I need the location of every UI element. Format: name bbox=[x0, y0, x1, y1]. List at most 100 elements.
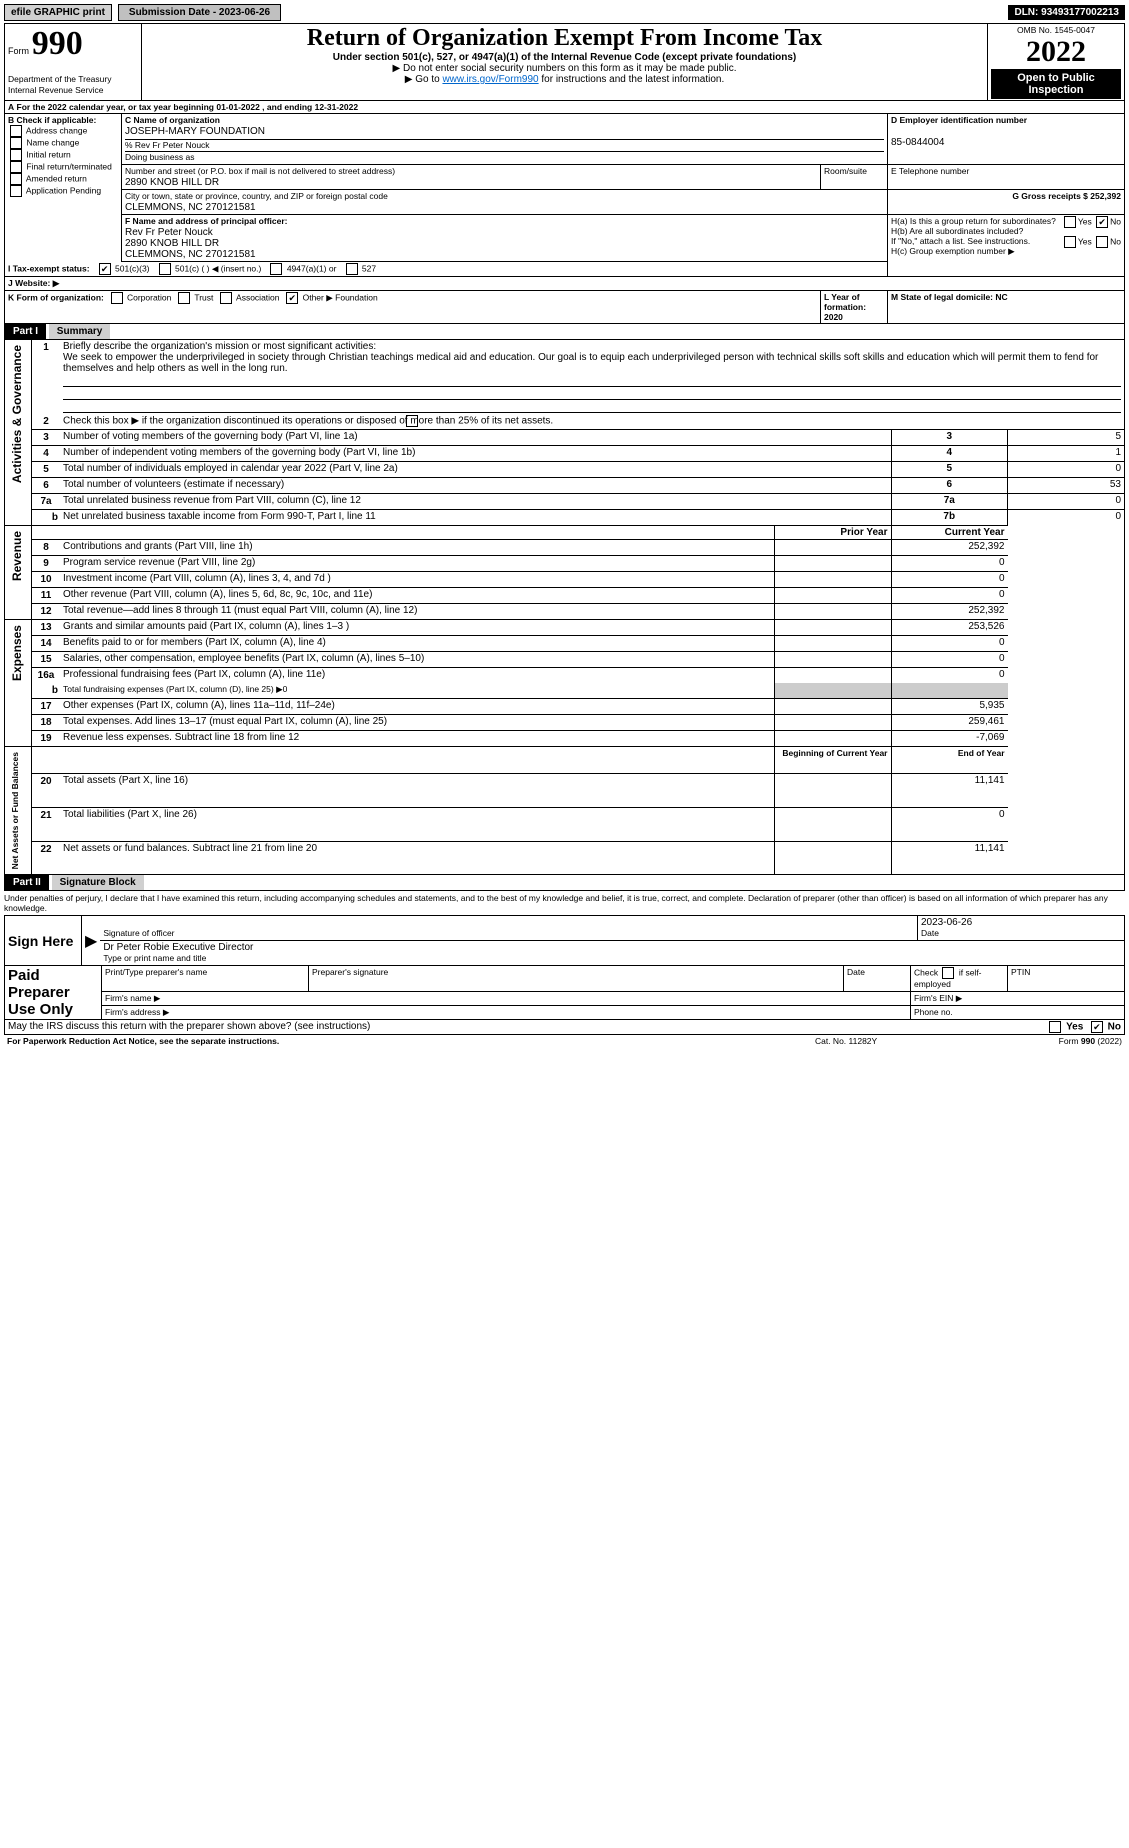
line-ha: H(a) Is this a group return for subordin… bbox=[891, 216, 1056, 226]
line-14: Benefits paid to or for members (Part IX… bbox=[60, 636, 774, 652]
city-label: City or town, state or province, country… bbox=[125, 191, 388, 201]
chk-4947[interactable] bbox=[270, 263, 282, 275]
part-ii-header: Part II Signature Block bbox=[4, 875, 1125, 891]
chk-ha-yes[interactable] bbox=[1064, 216, 1076, 228]
val-16a: 0 bbox=[891, 668, 1008, 684]
form-ref: Form 990 (2022) bbox=[938, 1035, 1125, 1047]
tab-netassets: Net Assets or Fund Balances bbox=[8, 748, 22, 873]
org-name: JOSEPH-MARY FOUNDATION bbox=[125, 126, 265, 137]
line-16b: Total fundraising expenses (Part IX, col… bbox=[60, 683, 774, 699]
firm-name-label: Firm's name ▶ bbox=[102, 991, 911, 1005]
val-15: 0 bbox=[891, 652, 1008, 668]
chk-corp[interactable] bbox=[111, 292, 123, 304]
chk-self-employed[interactable] bbox=[942, 967, 954, 979]
cat-no: Cat. No. 11282Y bbox=[754, 1035, 938, 1047]
officer-print-name: Dr Peter Robie Executive Director bbox=[103, 942, 253, 953]
chk-501c3[interactable]: ✔ bbox=[99, 263, 111, 275]
signature-block: Sign Here ▶ Signature of officer 2023-06… bbox=[4, 915, 1125, 966]
officer-addr1: 2890 KNOB HILL DR bbox=[125, 238, 219, 249]
val-5: 0 bbox=[1008, 462, 1125, 478]
form-title: Return of Organization Exempt From Incom… bbox=[145, 25, 984, 52]
chk-527[interactable] bbox=[346, 263, 358, 275]
sig-officer-label: Signature of officer bbox=[103, 928, 174, 938]
street: 2890 KNOB HILL DR bbox=[125, 177, 219, 188]
chk-other[interactable]: ✔ bbox=[286, 292, 298, 304]
line-hb: H(b) Are all subordinates included? bbox=[891, 226, 1023, 236]
preparer-block: Paid Preparer Use Only Print/Type prepar… bbox=[4, 966, 1125, 1020]
line-2: Check this box ▶ if the organization dis… bbox=[60, 414, 1125, 430]
chk-discontinued[interactable] bbox=[406, 415, 418, 427]
val-22: 11,141 bbox=[891, 841, 1008, 875]
line-f-label: F Name and address of principal officer: bbox=[125, 216, 287, 226]
line-1-label: Briefly describe the organization's miss… bbox=[63, 341, 376, 352]
line-7a: Total unrelated business revenue from Pa… bbox=[60, 494, 891, 510]
part-ii-title: Signature Block bbox=[52, 875, 144, 890]
sig-date: 2023-06-26 bbox=[921, 917, 972, 928]
chk-amended[interactable] bbox=[10, 173, 22, 185]
sign-here-label: Sign Here bbox=[5, 916, 82, 966]
chk-501c[interactable] bbox=[159, 263, 171, 275]
chk-hb-yes[interactable] bbox=[1064, 236, 1076, 248]
tab-activities: Activities & Governance bbox=[8, 341, 26, 487]
val-8: 252,392 bbox=[891, 540, 1008, 556]
form-label: Form bbox=[8, 46, 29, 56]
ptin-label: PTIN bbox=[1008, 966, 1125, 991]
line-b-label: B Check if applicable: bbox=[8, 115, 96, 125]
chk-trust[interactable] bbox=[178, 292, 190, 304]
chk-initial[interactable] bbox=[10, 149, 22, 161]
prep-sig-label: Preparer's signature bbox=[309, 966, 844, 991]
line-4: Number of independent voting members of … bbox=[60, 446, 891, 462]
form-number: 990 bbox=[32, 25, 83, 62]
line-g: G Gross receipts $ 252,392 bbox=[888, 190, 1125, 215]
irs-link[interactable]: www.irs.gov/Form990 bbox=[442, 74, 538, 85]
line-i-label: I Tax-exempt status: bbox=[8, 263, 90, 273]
form-subtitle-3: ▶ Go to www.irs.gov/Form990 for instruct… bbox=[145, 74, 984, 85]
val-13: 253,526 bbox=[891, 620, 1008, 636]
tax-year: 2022 bbox=[991, 35, 1121, 69]
footer-block: May the IRS discuss this return with the… bbox=[4, 1020, 1125, 1035]
line-j: J Website: ▶ bbox=[5, 277, 1125, 291]
submission-date-button[interactable]: Submission Date - 2023-06-26 bbox=[118, 4, 281, 21]
print-name-label: Type or print name and title bbox=[103, 953, 206, 963]
prep-date-label: Date bbox=[844, 966, 911, 991]
prep-name-label: Print/Type preparer's name bbox=[102, 966, 309, 991]
chk-discuss-no[interactable]: ✔ bbox=[1091, 1021, 1103, 1033]
open-to-public: Open to Public Inspection bbox=[991, 69, 1121, 99]
line-22: Net assets or fund balances. Subtract li… bbox=[60, 841, 774, 875]
chk-hb-no[interactable] bbox=[1096, 236, 1108, 248]
phone-label: Phone no. bbox=[911, 1006, 1125, 1020]
chk-name[interactable] bbox=[10, 137, 22, 149]
tab-revenue: Revenue bbox=[8, 527, 26, 585]
perjury-declaration: Under penalties of perjury, I declare th… bbox=[4, 891, 1125, 915]
firm-addr-label: Firm's address ▶ bbox=[102, 1006, 911, 1020]
mission-text: We seek to empower the underprivileged i… bbox=[63, 352, 1098, 374]
val-19: -7,069 bbox=[891, 731, 1008, 747]
chk-ha-no[interactable]: ✔ bbox=[1096, 216, 1108, 228]
city: CLEMMONS, NC 270121581 bbox=[125, 202, 256, 213]
chk-discuss-yes[interactable] bbox=[1049, 1021, 1061, 1033]
ein: 85-0844004 bbox=[891, 137, 944, 148]
val-6: 53 bbox=[1008, 478, 1125, 494]
line-k-label: K Form of organization: bbox=[8, 292, 104, 302]
chk-pending[interactable] bbox=[10, 185, 22, 197]
header-table: Form 990 Department of the Treasury Inte… bbox=[4, 23, 1125, 101]
omb-label: OMB No. 1545-0047 bbox=[991, 25, 1121, 35]
line-l: L Year of formation: 2020 bbox=[821, 291, 888, 324]
line-16a: Professional fundraising fees (Part IX, … bbox=[60, 668, 774, 684]
eoy-hdr: End of Year bbox=[891, 747, 1008, 774]
officer-addr2: CLEMMONS, NC 270121581 bbox=[125, 249, 256, 260]
street-label: Number and street (or P.O. box if mail i… bbox=[125, 166, 395, 176]
chk-final[interactable] bbox=[10, 161, 22, 173]
chk-address[interactable] bbox=[10, 125, 22, 137]
room-suite-label: Room/suite bbox=[821, 165, 888, 190]
line-c-label: C Name of organization bbox=[125, 115, 220, 125]
line-hc: H(c) Group exemption number ▶ bbox=[891, 246, 1015, 256]
line-15: Salaries, other compensation, employee b… bbox=[60, 652, 774, 668]
footer-bottom: For Paperwork Reduction Act Notice, see … bbox=[4, 1035, 1125, 1047]
top-bar: efile GRAPHIC print Submission Date - 20… bbox=[4, 4, 1125, 21]
dln-label: DLN: 93493177002213 bbox=[1008, 5, 1125, 20]
line-e-label: E Telephone number bbox=[888, 165, 1125, 190]
val-12: 252,392 bbox=[891, 604, 1008, 620]
chk-assoc[interactable] bbox=[220, 292, 232, 304]
pra-notice: For Paperwork Reduction Act Notice, see … bbox=[4, 1035, 754, 1047]
